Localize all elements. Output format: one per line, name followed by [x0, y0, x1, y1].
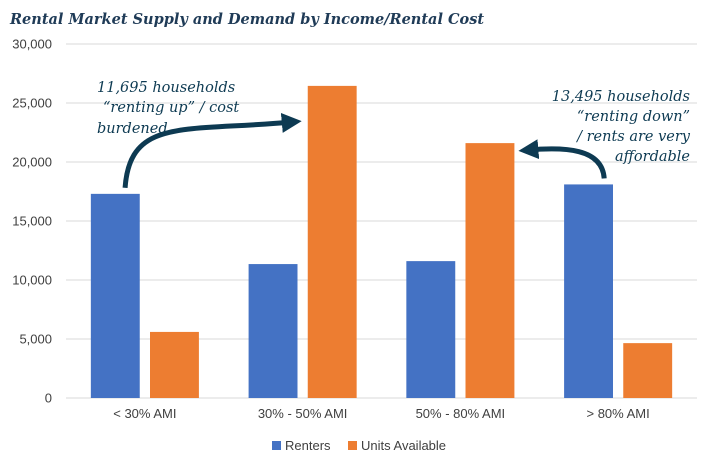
bar-renters	[564, 184, 613, 398]
x-category-label: < 30% AMI	[113, 406, 176, 421]
annotation-renting-up-text: 11,695 households	[97, 80, 235, 96]
y-tick-label: 5,000	[19, 332, 52, 347]
legend-swatch	[272, 441, 281, 450]
y-tick-label: 30,000	[12, 37, 52, 52]
bar-units-available	[623, 343, 673, 398]
legend-label: Renters	[285, 438, 331, 453]
bar-units-available	[150, 331, 199, 398]
bar-units-available	[307, 85, 357, 398]
y-tick-label: 0	[45, 391, 52, 406]
y-tick-label: 25,000	[12, 96, 52, 111]
annotation-renting-up-text: “renting up” / cost	[103, 100, 239, 116]
bar-renters	[248, 264, 298, 398]
annotation-renting-down-text: 13,495 households	[552, 89, 690, 105]
y-axis-ticks: 0 5,000 10,000 15,000 20,000 25,000 30,000	[12, 37, 52, 406]
arrow-renting-down	[518, 139, 607, 179]
annotation-renting-down-text: “renting down”	[577, 109, 690, 125]
y-tick-label: 20,000	[12, 155, 52, 170]
bar-renters	[406, 261, 456, 398]
annotation-renting-up-text: burdened	[97, 121, 168, 137]
chart-title: Rental Market Supply and Demand by Incom…	[9, 11, 484, 28]
legend-label: Units Available	[361, 438, 446, 453]
bars	[90, 85, 673, 398]
x-category-label: > 80% AMI	[587, 406, 650, 421]
annotations: 11,695 households “renting up” / cost burd…	[97, 80, 691, 189]
x-category-label: 50% - 80% AMI	[416, 406, 506, 421]
bar-renters	[90, 193, 140, 398]
arrow-renting-up	[122, 112, 302, 189]
x-category-label: 30% - 50% AMI	[258, 406, 348, 421]
bar-units-available	[465, 143, 515, 398]
x-axis-categories: < 30% AMI 30% - 50% AMI 50% - 80% AMI > 80%…	[113, 406, 649, 421]
y-tick-label: 15,000	[12, 214, 52, 229]
y-tick-label: 10,000	[12, 273, 52, 288]
legend-swatch	[348, 441, 357, 450]
annotation-renting-down-text: / rents are very	[575, 129, 691, 145]
annotation-renting-down-text: affordable	[615, 149, 690, 165]
legend: Renters Units Available	[272, 438, 446, 453]
